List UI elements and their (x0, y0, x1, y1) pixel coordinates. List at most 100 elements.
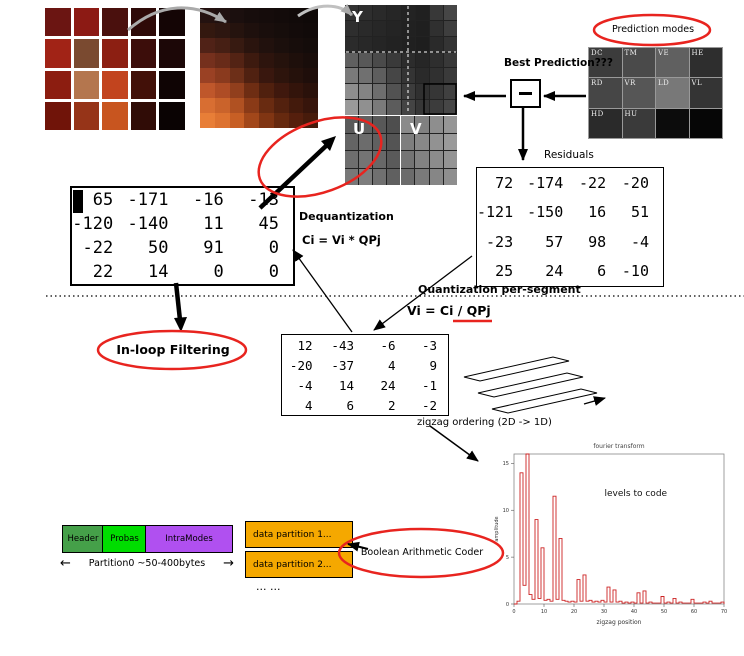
mosaic-cell (244, 113, 259, 128)
matrix-cell: 0 (268, 238, 279, 258)
svg-text:70: 70 (721, 609, 727, 615)
mosaic-cell (259, 98, 274, 113)
probas-box: Probas (102, 525, 147, 553)
mosaic-cell (244, 83, 259, 98)
mosaic-cell (373, 100, 387, 115)
mosaic-cell (159, 39, 185, 68)
mosaic-cell (401, 84, 415, 100)
mosaic-cell (229, 23, 245, 38)
mosaic-cell (415, 52, 429, 68)
prediction-mode-grid: DC TM VE HE RD VR LD VL HD HU (588, 47, 723, 139)
y-plane-label: Y (352, 8, 363, 26)
quantization-formula: Vi = Ci / QPj (407, 303, 491, 318)
mosaic-cell (387, 133, 400, 150)
dequantized-matrix: 65 -171 -16 -13 -120 -140 11 45 -22 50 91 0 22 14 0 0 (70, 186, 295, 286)
mosaic-cell (443, 151, 457, 168)
mosaic-cell (345, 68, 359, 84)
mosaic-cell (303, 23, 318, 38)
mosaic-cell (303, 83, 318, 98)
mosaic-cell (345, 151, 358, 168)
mosaic-cell (443, 84, 457, 100)
mosaic-cell (373, 36, 387, 52)
header-box-label: Header (67, 534, 99, 544)
mosaic-cell (259, 38, 274, 53)
prediction-mode-cell (689, 108, 722, 138)
prediction-mode-cell: VL (689, 78, 722, 108)
v-plane-label: V (410, 120, 422, 138)
mosaic-cell (415, 5, 429, 20)
matrix-cell: 4 (387, 357, 396, 373)
mosaic-cell (159, 101, 185, 130)
mosaic-cell (345, 20, 359, 36)
mosaic-cell (443, 133, 457, 150)
svg-text:20: 20 (571, 609, 577, 615)
best-prediction-label: Best Prediction??? (504, 57, 613, 69)
mosaic-cell (229, 8, 245, 23)
matrix-cell: -4 (630, 232, 649, 251)
svg-text:10: 10 (503, 508, 509, 514)
mosaic-cell (345, 36, 359, 52)
matrix-cell: 25 (495, 262, 514, 281)
mosaic-cell (273, 23, 289, 38)
mosaic-cell (45, 70, 71, 99)
matrix-cell: -6 (380, 337, 396, 353)
mosaic-cell (443, 52, 457, 68)
mosaic-cell (45, 39, 71, 68)
mosaic-cell (429, 68, 443, 84)
mosaic-cell (429, 100, 443, 115)
prediction-mode-cell: TM (622, 48, 655, 78)
mosaic-cell (359, 36, 373, 52)
mosaic-cell (303, 68, 318, 83)
matrix-cell: -13 (248, 190, 279, 210)
mosaic-cell (214, 83, 230, 98)
left-arrow-icon: ← (60, 556, 71, 571)
partition-dots: ... ... (256, 580, 281, 593)
mosaic-cell (73, 101, 100, 130)
mosaic-cell (387, 5, 401, 20)
matrix-cell: 72 (495, 173, 514, 192)
mosaic-cell (200, 8, 215, 23)
matrix-cell: -4 (297, 377, 313, 393)
y-plane (345, 5, 457, 115)
mosaic-cell (102, 70, 128, 99)
mosaic-cell (443, 36, 457, 52)
mosaic-cell (387, 151, 400, 168)
prediction-mode-cell: VE (656, 48, 689, 78)
residuals-label: Residuals (544, 149, 594, 161)
mosaic-cell (303, 98, 318, 113)
mosaic-cell (415, 151, 429, 168)
prediction-mode-cell: RD (589, 78, 622, 108)
prediction-mode-cell: HD (589, 108, 622, 138)
probas-box-label: Probas (110, 534, 139, 544)
mosaic-cell (359, 151, 372, 168)
mosaic-cell (401, 68, 415, 84)
pixelated-image (200, 8, 318, 128)
mosaic-cell (415, 168, 429, 185)
mosaic-cell (443, 168, 457, 185)
arrow-matrix-to-inloop-head (174, 317, 187, 332)
mosaic-cell (73, 70, 100, 99)
mosaic-cell (214, 23, 230, 38)
mosaic-cell (288, 38, 304, 53)
matrix-cell: -121 (477, 203, 514, 222)
matrix-cell: 51 (630, 203, 649, 222)
matrix-cell: -22 (82, 238, 114, 258)
svg-text:0: 0 (512, 609, 515, 615)
mosaic-cell (429, 84, 443, 100)
mosaic-cell (259, 53, 274, 68)
matrix-cell: -23 (486, 232, 514, 251)
matrix-cell: -3 (421, 337, 437, 353)
matrix-cell: 57 (545, 232, 564, 251)
mosaic-cell (214, 113, 230, 128)
mosaic-cell (401, 168, 415, 185)
matrix-cell: -120 (72, 214, 114, 234)
mosaic-cell (214, 38, 230, 53)
mosaic-cell (73, 39, 100, 68)
mosaic-cell (401, 133, 415, 150)
mosaic-cell (359, 5, 373, 20)
mosaic-cell (373, 52, 387, 68)
mosaic-cell (259, 68, 274, 83)
mosaic-cell (229, 98, 245, 113)
mosaic-cell (401, 116, 415, 133)
mosaic-cell (429, 168, 443, 185)
